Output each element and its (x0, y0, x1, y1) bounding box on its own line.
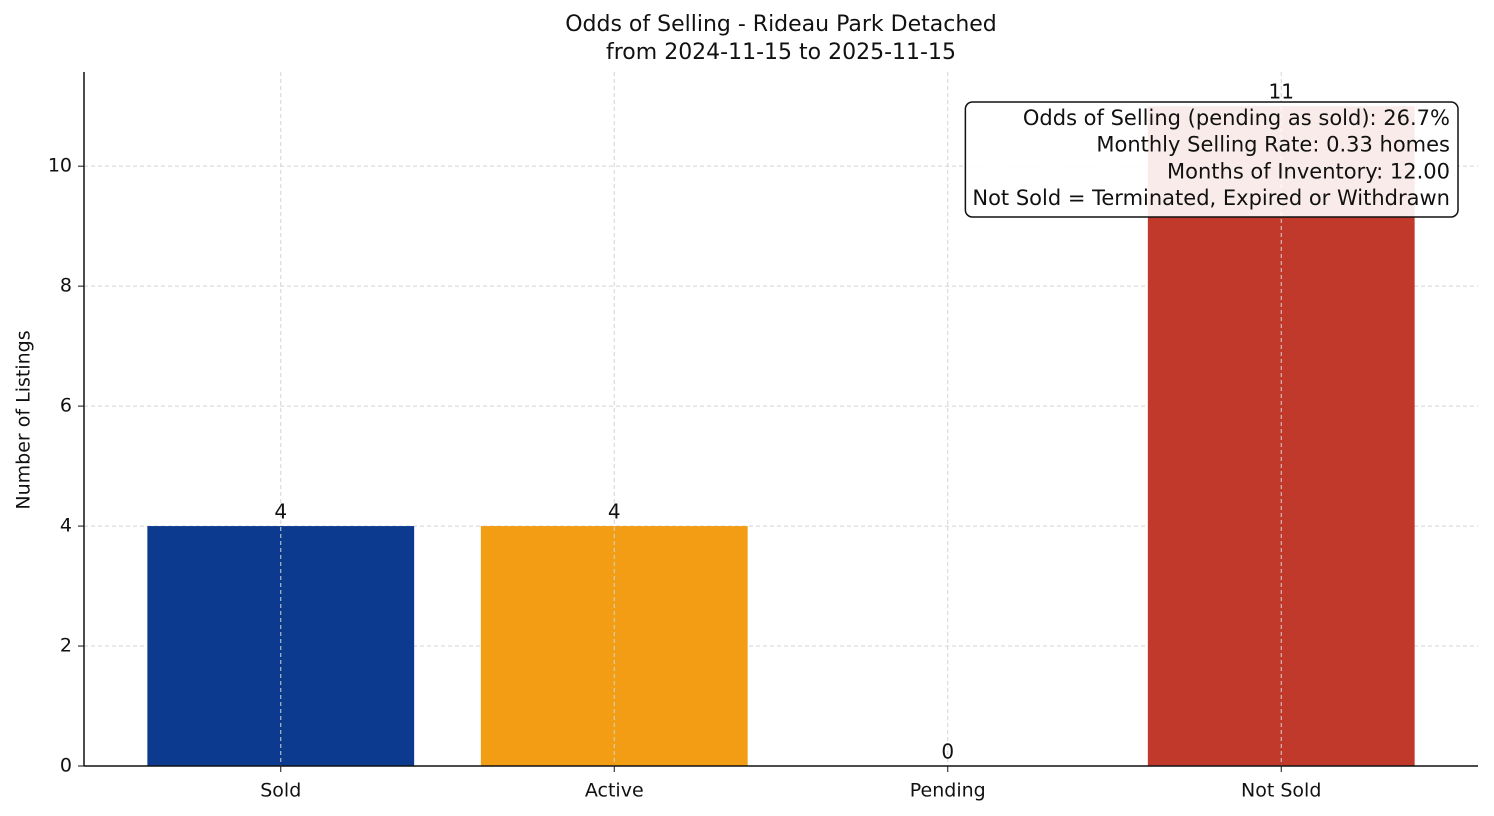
value-label: 0 (941, 740, 954, 764)
chart-subtitle: from 2024-11-15 to 2025-11-15 (606, 40, 956, 65)
value-label: 4 (274, 500, 287, 524)
x-tick-label: Active (585, 780, 644, 802)
annotation-line: Monthly Selling Rate: 0.33 homes (1096, 133, 1450, 157)
y-tick-label: 6 (60, 395, 72, 417)
x-tick-label: Pending (910, 780, 986, 802)
y-tick-label: 8 (60, 275, 72, 297)
y-axis-label: Number of Listings (13, 330, 35, 509)
y-tick-label: 2 (60, 635, 72, 657)
value-label: 11 (1269, 80, 1294, 104)
value-label: 4 (608, 500, 621, 524)
y-tick-label: 10 (48, 155, 72, 177)
y-tick-label: 4 (60, 515, 72, 537)
chart-title: Odds of Selling - Rideau Park Detached (565, 12, 997, 37)
annotation-line: Not Sold = Terminated, Expired or Withdr… (972, 186, 1450, 210)
x-tick-label: Sold (260, 780, 301, 802)
x-tick-label: Not Sold (1241, 780, 1321, 802)
annotation-line: Odds of Selling (pending as sold): 26.7% (1023, 106, 1450, 130)
annotation-box: Odds of Selling (pending as sold): 26.7%… (964, 101, 1459, 218)
annotation-line: Months of Inventory: 12.00 (1167, 159, 1450, 183)
y-tick-label: 0 (60, 755, 72, 777)
annotation-frame (964, 101, 1459, 218)
